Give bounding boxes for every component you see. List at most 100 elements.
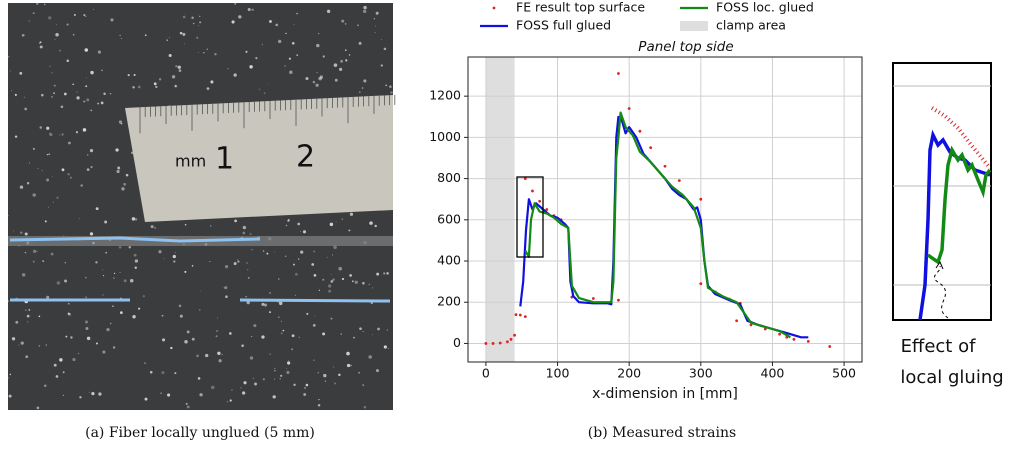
speckle	[293, 23, 295, 25]
speckle	[66, 23, 69, 26]
speckle	[358, 41, 362, 45]
speckle	[291, 41, 295, 45]
speckle	[223, 287, 225, 289]
speckle	[247, 7, 251, 12]
speckle	[191, 337, 195, 341]
speckle	[318, 398, 320, 401]
speckle	[161, 371, 165, 375]
speckle	[32, 12, 35, 15]
speckle	[383, 47, 387, 51]
speckle	[284, 65, 286, 67]
speckle	[138, 307, 141, 310]
speckle	[24, 232, 28, 236]
speckle	[362, 331, 364, 333]
speckle	[144, 397, 148, 401]
speckle	[90, 165, 93, 169]
legend-label: FOSS loc. glued	[716, 0, 814, 15]
speckle	[98, 392, 102, 396]
speckle	[46, 153, 49, 156]
speckle	[331, 274, 333, 276]
speckle	[252, 377, 254, 379]
speckle	[209, 225, 212, 227]
speckle	[249, 356, 254, 360]
speckle	[291, 348, 294, 351]
speckle	[24, 107, 28, 111]
x-tick-label: 100	[546, 366, 570, 381]
speckle	[359, 91, 361, 93]
speckle	[76, 96, 80, 100]
speckle	[79, 396, 82, 399]
speckle	[349, 274, 352, 277]
speckle	[100, 101, 104, 105]
speckle	[154, 227, 156, 229]
speckle	[39, 126, 43, 129]
speckle	[218, 359, 222, 363]
speckle	[172, 254, 176, 259]
speckle	[73, 14, 76, 16]
speckle	[68, 312, 72, 316]
speckle	[345, 59, 348, 62]
speckle	[341, 19, 345, 23]
speckle	[206, 87, 210, 91]
fe-point	[806, 339, 810, 343]
speckle	[251, 335, 253, 338]
speckle	[375, 369, 379, 373]
speckle	[80, 184, 83, 187]
speckle	[247, 269, 249, 271]
zoom-box	[516, 176, 544, 258]
speckle	[7, 214, 9, 216]
y-tick-label: 0	[453, 335, 461, 350]
speckle	[86, 336, 91, 341]
speckle	[282, 329, 285, 332]
speckle	[332, 278, 335, 281]
fe-point	[518, 313, 522, 317]
speckle	[37, 167, 39, 170]
speckle	[362, 9, 367, 14]
speckle	[11, 337, 16, 341]
speckle	[335, 221, 337, 223]
speckle	[63, 92, 67, 96]
speckle	[168, 53, 172, 58]
speckle	[199, 309, 201, 311]
speckle	[132, 315, 136, 319]
speckle	[313, 359, 315, 361]
speckle	[55, 32, 59, 37]
speckle	[278, 301, 283, 306]
speckle	[340, 333, 342, 335]
speckle	[184, 223, 187, 226]
speckle	[110, 18, 114, 22]
speckle	[298, 336, 300, 338]
speckle	[280, 332, 283, 335]
speckle	[340, 59, 344, 63]
speckle	[338, 266, 342, 271]
speckle	[157, 82, 159, 84]
speckle	[89, 148, 94, 153]
speckle	[388, 347, 390, 349]
speckle	[49, 133, 53, 137]
speckle	[7, 55, 10, 58]
speckle	[43, 3, 46, 6]
x-tick-label: 300	[689, 366, 713, 381]
ruler-mark: 2	[296, 140, 315, 175]
speckle	[333, 245, 337, 250]
speckle	[389, 85, 392, 88]
speckle	[229, 332, 232, 335]
speckle	[85, 77, 87, 79]
speckle	[205, 353, 209, 358]
speckle	[263, 92, 266, 94]
fe-point	[677, 179, 681, 183]
speckle	[221, 353, 223, 356]
speckle	[45, 344, 48, 346]
speckle	[381, 39, 382, 40]
speckle	[38, 46, 40, 48]
speckle	[19, 185, 24, 189]
speckle	[174, 252, 176, 254]
speckle	[182, 15, 186, 19]
speckle	[331, 254, 334, 256]
speckle	[197, 52, 199, 54]
speckle	[206, 48, 208, 50]
speckle	[23, 96, 26, 99]
ruler-unit: mm	[175, 152, 206, 171]
speckle	[14, 93, 17, 96]
fe-point	[749, 323, 753, 327]
